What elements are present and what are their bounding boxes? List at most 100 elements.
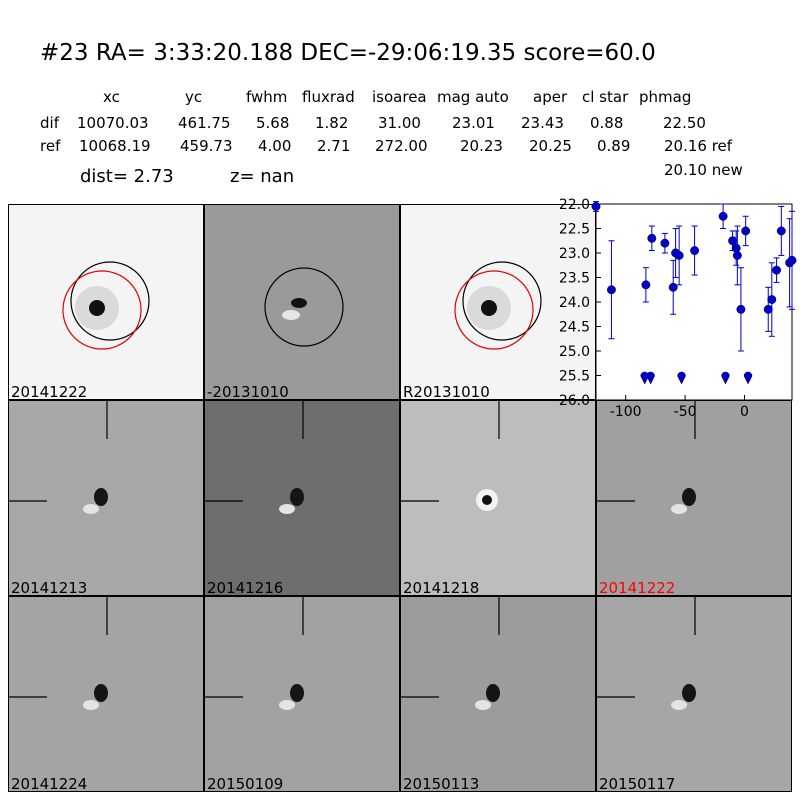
data-point	[718, 211, 728, 221]
dif-isoarea: 31.00	[378, 114, 421, 132]
stamp-date-label: 20150117	[599, 775, 676, 792]
red-aperture-circle	[62, 270, 142, 350]
dist-value: dist= 2.73	[80, 166, 174, 187]
stamp-image	[9, 597, 108, 710]
source-residual	[83, 700, 99, 710]
dif-cl-star: 0.88	[590, 114, 624, 132]
y-tick-label: 23.5	[559, 271, 590, 287]
y-tick-label: 26.0	[559, 393, 590, 409]
stamp-panel: 20150109	[204, 596, 400, 792]
y-tick-label: 24.0	[559, 295, 590, 311]
upper-limit-marker	[743, 371, 753, 385]
data-point	[787, 255, 797, 265]
ref-aper: 20.25	[529, 137, 572, 155]
stamp-panel: -20131010	[204, 204, 400, 400]
source-core	[481, 300, 497, 316]
ref-fluxrad: 2.71	[317, 137, 351, 155]
stamp-date-label: 20141222	[11, 383, 88, 400]
data-point	[728, 236, 738, 246]
source-core	[94, 488, 108, 506]
source-residual	[671, 504, 687, 514]
light-curve-chart: 22.0 22.5 23.0 23.5 24.0 24.5 25.0 25.5 26.0 -100…	[559, 197, 797, 420]
y-tick-label: 23.0	[559, 246, 590, 262]
y-tick-label: 25.0	[559, 344, 590, 360]
column-header-isoarea: isoarea	[372, 88, 427, 106]
stamp-panel: 20150113	[400, 596, 596, 792]
stamp-panel: 20141213	[8, 400, 204, 596]
source-core	[94, 684, 108, 702]
source-core	[291, 298, 307, 308]
stamp-panel: 20141222	[596, 400, 792, 596]
ref-cl-star: 0.89	[597, 137, 631, 155]
data-point	[776, 226, 786, 236]
ref-mag-auto: 20.23	[460, 137, 503, 155]
data-point	[772, 265, 782, 275]
column-header-phmag: phmag	[639, 88, 692, 106]
stamp-panel: 20141216	[204, 400, 400, 596]
x-tick-label: -100	[610, 404, 642, 420]
ref-isoarea: 272.00	[375, 137, 428, 155]
source-core	[290, 488, 304, 506]
source-residual	[282, 310, 300, 320]
y-tick-label: 24.5	[559, 320, 590, 336]
data-point	[731, 243, 741, 253]
chart-canvas: 22.0 22.5 23.0 23.5 24.0 24.5 25.0 25.5 26.0 -100…	[559, 197, 797, 420]
data-point	[690, 246, 700, 255]
upper-limit-marker	[677, 371, 686, 385]
stamp-image	[264, 267, 344, 347]
y-tick-label: 22.5	[559, 222, 590, 238]
dif-aper: 23.43	[521, 114, 564, 132]
stamp-panel: 20141218	[400, 400, 596, 596]
dif-xc: 10070.03	[77, 114, 149, 132]
stamp-date-label: R20131010	[403, 383, 490, 400]
phmag-new: 20.10 new	[664, 161, 743, 179]
stamp-image	[401, 597, 500, 710]
y-tick-label: 25.5	[559, 369, 590, 385]
row-label-dif: dif	[40, 114, 59, 132]
stamp-panel: R20131010	[400, 204, 596, 400]
stamp-image	[62, 261, 150, 350]
source-core	[682, 488, 696, 506]
black-aperture-circle	[70, 261, 150, 341]
ref-yc: 459.73	[180, 137, 233, 155]
stamp-panel: 20141224	[8, 596, 204, 792]
data-point	[641, 280, 651, 290]
stamp-panel: 20150117	[596, 596, 792, 792]
source-core	[89, 300, 105, 316]
source-core	[486, 684, 500, 702]
page-title: #23 RA= 3:33:20.188 DEC=-29:06:19.35 sco…	[40, 40, 656, 66]
x-tick-label: 0	[740, 404, 749, 420]
source-residual	[279, 700, 295, 710]
stamp-date-label: 20150109	[207, 775, 284, 792]
x-tick-label: -50	[674, 404, 697, 420]
stamp-image	[597, 597, 696, 710]
dif-fwhm: 5.68	[256, 114, 290, 132]
stamp-image	[597, 401, 696, 514]
data-point	[741, 226, 751, 236]
stamp-image	[205, 401, 304, 514]
stamp-date-label: 20141216	[207, 579, 284, 596]
stamp-date-label: 20150113	[403, 775, 480, 792]
source-residual	[279, 504, 295, 514]
stamp-image	[9, 401, 108, 514]
data-point	[674, 251, 684, 260]
upper-limit-marker	[646, 371, 655, 385]
column-header-yc: yc	[185, 88, 203, 106]
data-point	[591, 202, 601, 211]
stamp-image	[454, 261, 542, 350]
stamp-date-label: 20141222	[599, 579, 676, 596]
stamp-image	[401, 401, 500, 511]
column-header-fluxrad: fluxrad	[302, 88, 355, 106]
ref-phmag: 20.16 ref	[664, 137, 733, 155]
data-point	[668, 282, 678, 292]
column-header-xc: xc	[103, 88, 120, 106]
data-point	[736, 304, 746, 314]
dif-phmag: 22.50	[663, 114, 706, 132]
dif-yc: 461.75	[178, 114, 231, 132]
black-aperture-circle	[264, 267, 344, 347]
column-header-aper: aper	[533, 88, 568, 106]
dif-fluxrad: 1.82	[315, 114, 349, 132]
source-residual	[83, 504, 99, 514]
stamp-date-label: 20141213	[11, 579, 88, 596]
z-value: z= nan	[230, 166, 295, 187]
